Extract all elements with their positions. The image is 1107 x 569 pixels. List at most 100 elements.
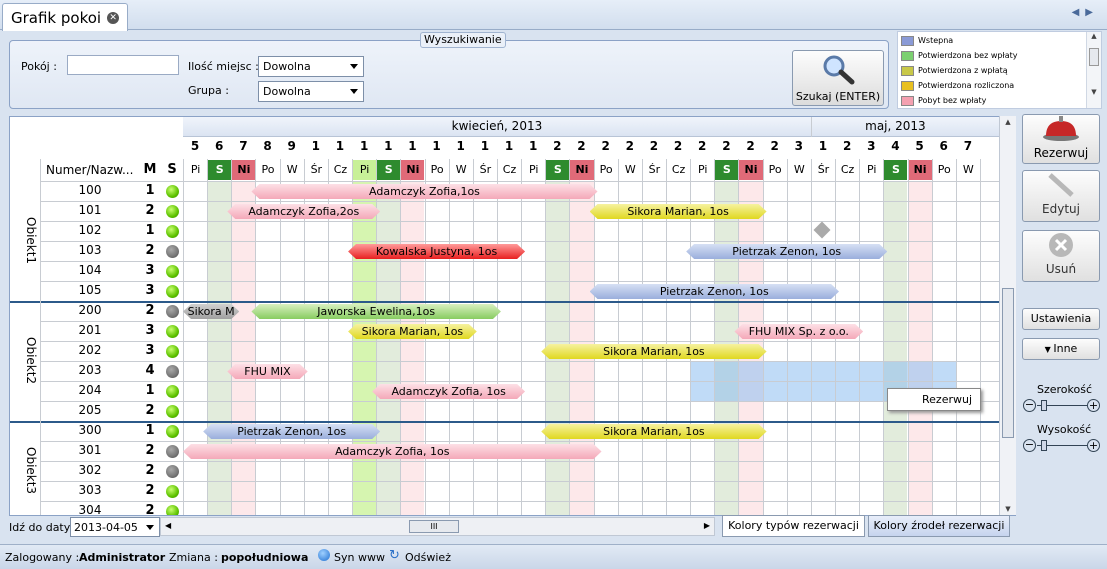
height-slider[interactable]: − + [1023, 439, 1101, 453]
tab-reservation-source-colors[interactable]: Kolory źrodeł rezerwacji [868, 515, 1010, 537]
grid-horizontal-scrollbar[interactable]: ◀ III ▶ [160, 517, 715, 536]
reservation-bar[interactable]: Kowalska Justyna, 1os [348, 244, 525, 259]
edit-button[interactable]: Edytuj [1022, 170, 1100, 222]
reserve-button[interactable]: Rezerwuj [1022, 114, 1100, 164]
reservation-bar[interactable]: Adamczyk Zofia, 1os [372, 384, 525, 399]
grid-vscroll-thumb[interactable] [1002, 288, 1014, 438]
minus-icon[interactable]: − [1023, 398, 1036, 412]
room-status-icon [166, 365, 179, 378]
room-number[interactable]: 201 [78, 323, 102, 337]
group-label: Obiekt3 [24, 447, 38, 495]
room-status-icon [166, 345, 179, 358]
scroll-left-icon[interactable]: ◀ [165, 521, 172, 530]
room-number[interactable]: 202 [78, 343, 102, 357]
legend-scroll-thumb[interactable] [1089, 48, 1099, 66]
reservation-bar[interactable]: Jaworska Ewelina,1os [251, 304, 501, 319]
refresh-icon[interactable]: ↻ [389, 548, 400, 563]
room-capacity: 2 [145, 443, 155, 458]
plus-icon[interactable]: + [1087, 399, 1100, 412]
scroll-up-icon[interactable]: ▲ [1005, 118, 1011, 126]
room-number[interactable]: 304 [78, 503, 102, 516]
room-number[interactable]: 104 [78, 263, 102, 277]
sync-www-link[interactable]: Syn www [334, 551, 385, 564]
room-schedule-grid[interactable]: kwiecień, 2013 maj, 2013 5 Pi 6 S 7 Ni 8 Po 9 W 1 Śr 1… [9, 116, 1016, 516]
scroll-right-icon[interactable]: ▶ [703, 521, 710, 530]
room-number[interactable]: 101 [78, 203, 102, 217]
legend-item: Potwierdzona rozliczona [898, 78, 1101, 93]
room-number[interactable]: 204 [78, 383, 102, 397]
globe-icon[interactable] [318, 549, 330, 561]
day-number: 7 [239, 139, 248, 153]
legend-color-swatch [901, 35, 914, 46]
day-number: 2 [601, 139, 610, 153]
grid-vertical-scrollbar[interactable]: ▲ ▼ [999, 116, 1016, 515]
reservation-bar[interactable]: Adamczyk Zofia,2os [227, 204, 380, 219]
room-capacity: 3 [145, 263, 155, 278]
room-input[interactable] [67, 55, 179, 75]
reservation-bar[interactable]: Sikora M [183, 304, 239, 319]
tab-reservation-type-colors[interactable]: Kolory typów rezerwacji [722, 515, 865, 537]
other-dropdown-button[interactable]: ▼ Inne [1022, 338, 1100, 360]
minus-icon[interactable]: − [1023, 438, 1036, 452]
room-number[interactable]: 103 [78, 243, 102, 257]
reservation-bar[interactable]: Pietrzak Zenon, 1os [590, 284, 840, 299]
room-number[interactable]: 303 [78, 483, 102, 497]
height-slider-thumb[interactable] [1041, 440, 1047, 451]
weekday-label: Śr [304, 160, 328, 180]
context-menu-reserve[interactable]: Rezerwuj [887, 388, 981, 411]
reservation-bar[interactable]: Sikora Marian, 1os [541, 344, 766, 359]
search-button[interactable]: Szukaj (ENTER) [792, 50, 884, 106]
legend-scrollbar[interactable]: ▲ ▼ [1086, 32, 1101, 108]
grid-hscroll-thumb[interactable]: III [409, 520, 459, 533]
weekday-label: Pi [691, 160, 715, 180]
delete-button[interactable]: Usuń [1022, 230, 1100, 282]
room-number[interactable]: 102 [78, 223, 102, 237]
room-number[interactable]: 301 [78, 443, 102, 457]
reservation-bar[interactable]: Sikora Marian, 1os [590, 204, 767, 219]
reservation-bar[interactable]: Sikora Marian, 1os [541, 424, 766, 439]
reservation-bar[interactable]: Adamczyk Zofia, 1os [183, 444, 602, 459]
reservation-bar[interactable]: Sikora Marian, 1os [348, 324, 477, 339]
scroll-down-icon[interactable]: ▼ [1005, 505, 1011, 513]
tab-scroll-arrows-icon[interactable]: ◀▶ [1071, 7, 1099, 18]
room-status-icon [166, 485, 179, 498]
day-column-shade [352, 181, 377, 515]
close-icon[interactable]: ✕ [107, 11, 120, 24]
grid-line [545, 159, 547, 515]
width-slider-thumb[interactable] [1041, 400, 1047, 411]
grid-line [690, 159, 692, 515]
reservation-bar[interactable]: Adamczyk Zofia,1os [251, 184, 597, 199]
legend-label: Potwierdzona z wpłatą [918, 66, 1008, 75]
weekday-label: W [280, 160, 304, 180]
tab-grafik-pokoi[interactable]: Grafik pokoi ✕ [2, 3, 129, 31]
reservation-bar[interactable]: FHU MIX Sp. z o.o. [734, 324, 863, 339]
scroll-up-icon[interactable]: ▲ [1091, 32, 1097, 40]
reservation-bar[interactable]: Pietrzak Zenon, 1os [203, 424, 380, 439]
reservation-bar[interactable]: FHU MIX [227, 364, 307, 379]
height-label: Wysokość [1037, 423, 1092, 436]
weekday-label: Pi [860, 160, 884, 180]
goto-date-picker[interactable]: 2013-04-05 [70, 517, 160, 537]
room-number[interactable]: 203 [78, 363, 102, 377]
settings-button[interactable]: Ustawienia [1022, 308, 1100, 330]
shift-value: popołudniowa [221, 551, 309, 564]
day-number: 5 [190, 139, 200, 153]
refresh-link[interactable]: Odśwież [405, 551, 451, 564]
room-number[interactable]: 105 [78, 283, 102, 297]
grid-line [617, 159, 619, 515]
day-number: 2 [746, 139, 755, 153]
grid-line [303, 159, 305, 515]
width-slider[interactable]: − + [1023, 399, 1101, 413]
reservation-bar[interactable]: Pietrzak Zenon, 1os [686, 244, 887, 259]
scroll-down-icon[interactable]: ▼ [1091, 88, 1097, 96]
tab-bar: Grafik pokoi ✕ ◀▶ [0, 0, 1107, 31]
room-number[interactable]: 200 [78, 303, 102, 317]
room-number[interactable]: 205 [78, 403, 102, 417]
room-number[interactable]: 302 [78, 463, 102, 477]
plus-icon[interactable]: + [1087, 439, 1100, 452]
seats-select[interactable]: Dowolna [258, 56, 364, 77]
room-number[interactable]: 300 [78, 423, 102, 437]
room-status-icon [166, 185, 179, 198]
group-select[interactable]: Dowolna [258, 81, 364, 102]
room-number[interactable]: 100 [78, 183, 102, 197]
